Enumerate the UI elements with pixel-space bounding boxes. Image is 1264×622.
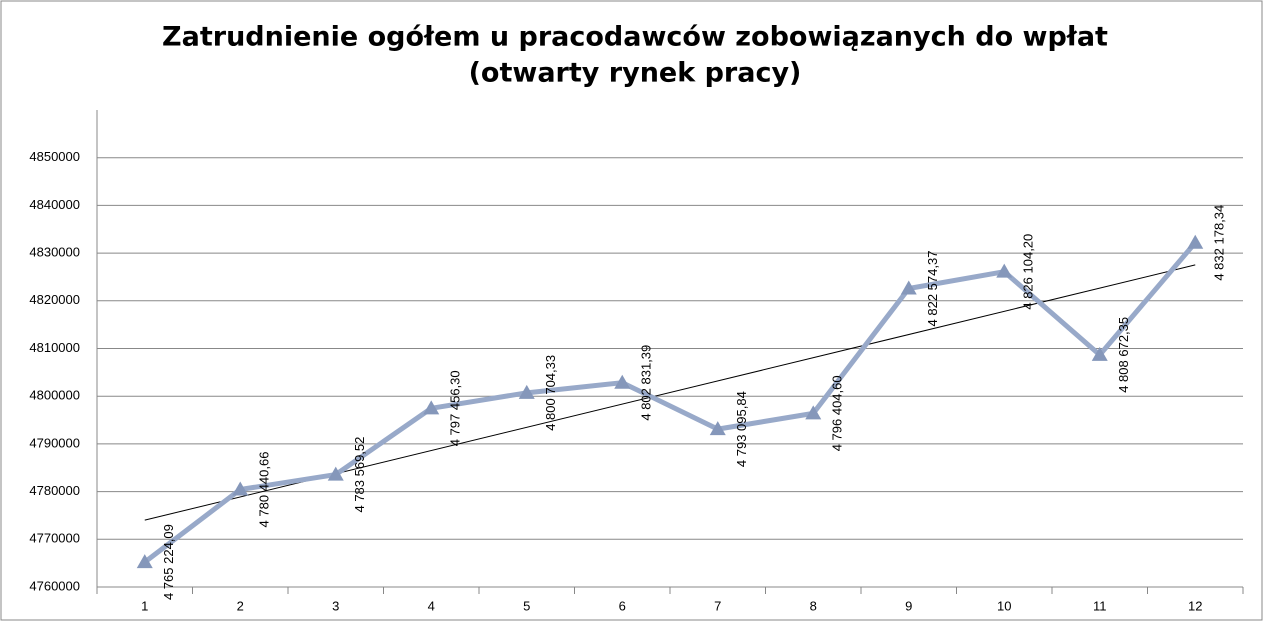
chart-title: Zatrudnienie ogółem u pracodawców zobowi… [162,22,1108,53]
marker [614,374,631,389]
marker [996,263,1013,278]
x-tick-label: 7 [714,598,721,613]
y-tick-label: 4810000 [29,340,80,355]
marker [900,280,917,295]
y-tick-label: 4790000 [29,435,80,450]
data-label: 4 796 404,60 [830,375,845,451]
x-tick-label: 5 [523,598,530,613]
data-label: 4 802 831,39 [639,345,654,421]
x-tick-label: 10 [997,598,1011,613]
x-tick-label: 3 [332,598,339,613]
marker [1187,234,1204,249]
data-label: 4 793 095,84 [734,391,749,467]
y-tick-label: 4850000 [29,149,80,164]
x-tick-label: 9 [905,598,912,613]
x-tick-label: 12 [1188,598,1202,613]
marker [518,384,535,399]
marker [1091,346,1108,361]
data-label: 4 765 224,09 [161,524,176,600]
marker [423,400,440,415]
marker [136,554,153,569]
data-label: 4 797 456,30 [448,370,463,446]
data-label: 4 822 574,37 [925,251,940,327]
data-label: 4 780 440,66 [257,452,272,528]
x-tick-label: 1 [141,598,148,613]
x-tick-label: 2 [237,598,244,613]
y-tick-label: 4780000 [29,483,80,498]
x-tick-label: 11 [1093,598,1107,613]
marker [232,481,249,496]
data-label: 4 783 569,52 [352,437,367,513]
marker [327,466,344,481]
x-tick-label: 4 [428,598,435,613]
marker [805,405,822,420]
chart-subtitle: (otwarty rynek pracy) [469,58,802,89]
y-tick-label: 4760000 [29,578,80,593]
x-tick-label: 8 [810,598,817,613]
y-tick-label: 4820000 [29,292,80,307]
x-tick-label: 6 [619,598,626,613]
marker [709,421,726,436]
y-tick-label: 4830000 [29,245,80,260]
y-tick-label: 4800000 [29,388,80,403]
data-label: 4 808 672,35 [1116,317,1131,393]
data-label: 4 800 704,33 [543,355,558,431]
y-tick-label: 4770000 [29,531,80,546]
series-line [143,241,1198,565]
y-tick-label: 4840000 [29,197,80,212]
data-label: 4 826 104,20 [1021,234,1036,310]
data-label: 4 832 178,34 [1212,205,1227,281]
